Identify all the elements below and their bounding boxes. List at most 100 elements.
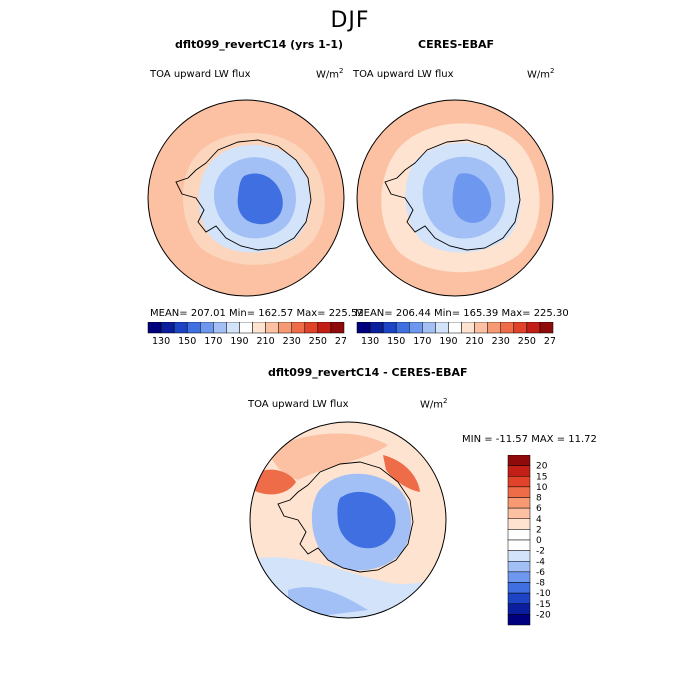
colorbar-swatch (487, 322, 501, 334)
colorbar-tick-label: -15 (536, 600, 551, 610)
panel3-north-positive (268, 433, 388, 480)
colorbar-swatch (369, 322, 384, 334)
colorbar-swatch (507, 497, 531, 509)
panel1-map (147, 99, 345, 297)
colorbar-swatch (435, 322, 449, 334)
panel1-units: W/m2 (316, 67, 344, 81)
colorbar-tick-label: -20 (536, 610, 551, 620)
panel2-plateau (452, 173, 492, 223)
colorbar-swatch (507, 518, 531, 530)
colorbar-tick-label: 0 (536, 536, 542, 546)
colorbar-swatch (539, 322, 554, 334)
colorbar-swatch (252, 322, 266, 334)
panel3-peninsula-positive (253, 469, 296, 495)
colorbar-tick-label: -8 (536, 579, 545, 589)
colorbar-tick-label: 230 (283, 336, 301, 347)
panel2-title: CERES-EBAF (418, 38, 494, 51)
colorbar-swatch (526, 322, 541, 334)
panel2-map (356, 99, 554, 297)
panel1-variable: TOA upward LW flux (150, 69, 251, 80)
panel2-units: W/m2 (527, 67, 555, 81)
colorbar-tick-label: 10 (536, 483, 548, 493)
colorbar-swatch (461, 322, 475, 334)
colorbar-tick-label: -4 (536, 557, 545, 567)
colorbar-tick-label: 210 (257, 336, 275, 347)
panel1-stats: MEAN= 207.01 Min= 162.57 Max= 225.52 (150, 308, 364, 319)
colorbar-tick-label: 4 (536, 515, 542, 525)
colorbar-swatch (382, 322, 397, 334)
colorbar-swatch (448, 322, 462, 334)
colorbar-swatch (507, 529, 531, 541)
colorbar-tick-label: 130 (152, 336, 170, 347)
panel1-coastline (175, 139, 312, 251)
colorbar-swatch (507, 455, 531, 466)
colorbar-swatch (507, 550, 531, 562)
colorbar-swatch (239, 322, 253, 334)
colorbar-swatch (507, 592, 531, 604)
colorbar-tick-label: 210 (466, 336, 484, 347)
colorbar-swatch (226, 322, 240, 334)
colorbar-swatch (507, 582, 531, 594)
colorbar-swatch (507, 561, 531, 573)
panel1-colorbar: 130 150 170 190 210 230 250 270 (147, 322, 346, 347)
colorbar-swatch (395, 322, 410, 334)
season-title: DJF (330, 8, 370, 33)
colorbar-swatch (291, 322, 306, 334)
panel1-title: dflt099_revertC14 (yrs 1-1) (175, 38, 344, 51)
colorbar-tick-label: 270 (544, 336, 555, 347)
colorbar-tick-label: 20 (536, 462, 548, 472)
colorbar-swatch (317, 322, 332, 334)
colorbar-swatch (304, 322, 319, 334)
colorbar-swatch (409, 322, 423, 334)
colorbar-tick-label: -10 (536, 589, 551, 599)
panel3-variable: TOA upward LW flux (248, 399, 349, 410)
colorbar-tick-label: 8 (536, 494, 542, 504)
colorbar-swatch (265, 322, 279, 334)
panel3-map (249, 421, 447, 619)
colorbar-swatch (474, 322, 488, 334)
colorbar-swatch (186, 322, 201, 334)
colorbar-swatch (160, 322, 175, 334)
colorbar-swatch (500, 322, 515, 334)
colorbar-tick-label: 190 (230, 336, 248, 347)
colorbar-swatch (507, 476, 531, 488)
colorbar-tick-label: 2 (536, 525, 542, 535)
panel3-coastline (277, 461, 414, 573)
colorbar-swatch (507, 614, 531, 626)
colorbar-tick-label: 6 (536, 504, 542, 514)
panel2-variable: TOA upward LW flux (353, 69, 454, 80)
panel1-plateau (237, 173, 283, 225)
colorbar-tick-label: 15 (536, 472, 547, 482)
colorbar-tick-label: 170 (204, 336, 222, 347)
colorbar-swatch (507, 507, 531, 519)
panel3-units: W/m2 (420, 397, 448, 411)
colorbar-tick-label: 270 (335, 336, 346, 347)
colorbar-swatch (278, 322, 292, 334)
colorbar-tick-label: 250 (518, 336, 536, 347)
colorbar-swatch (213, 322, 227, 334)
colorbar-swatch (507, 571, 531, 583)
colorbar-swatch (507, 539, 531, 551)
panel3-title: dflt099_revertC14 - CERES-EBAF (268, 366, 468, 379)
colorbar-swatch (200, 322, 214, 334)
colorbar-tick-label: 190 (439, 336, 457, 347)
colorbar-swatch (147, 322, 162, 334)
panel3-stats: MIN = -11.57 MAX = 11.72 (462, 434, 597, 445)
colorbar-tick-label: 150 (178, 336, 196, 347)
colorbar-swatch (507, 486, 531, 498)
colorbar-swatch (356, 322, 371, 334)
panel2-coastline (384, 139, 521, 251)
colorbar-swatch (507, 465, 531, 477)
colorbar-swatch (173, 322, 188, 334)
colorbar-tick-label: -6 (536, 568, 545, 578)
panel3-continent-strong (337, 491, 396, 549)
colorbar-tick-label: 170 (413, 336, 431, 347)
colorbar-swatch (513, 322, 528, 334)
panel2-colorbar: 130 150 170 190 210 230 250 270 (356, 322, 555, 347)
colorbar-swatch (507, 603, 531, 615)
panel2-stats: MEAN= 206.44 Min= 165.39 Max= 225.30 (355, 308, 569, 319)
colorbar-tick-label: 130 (361, 336, 379, 347)
panel3-east-positive (383, 455, 420, 492)
colorbar-tick-label: 250 (309, 336, 327, 347)
